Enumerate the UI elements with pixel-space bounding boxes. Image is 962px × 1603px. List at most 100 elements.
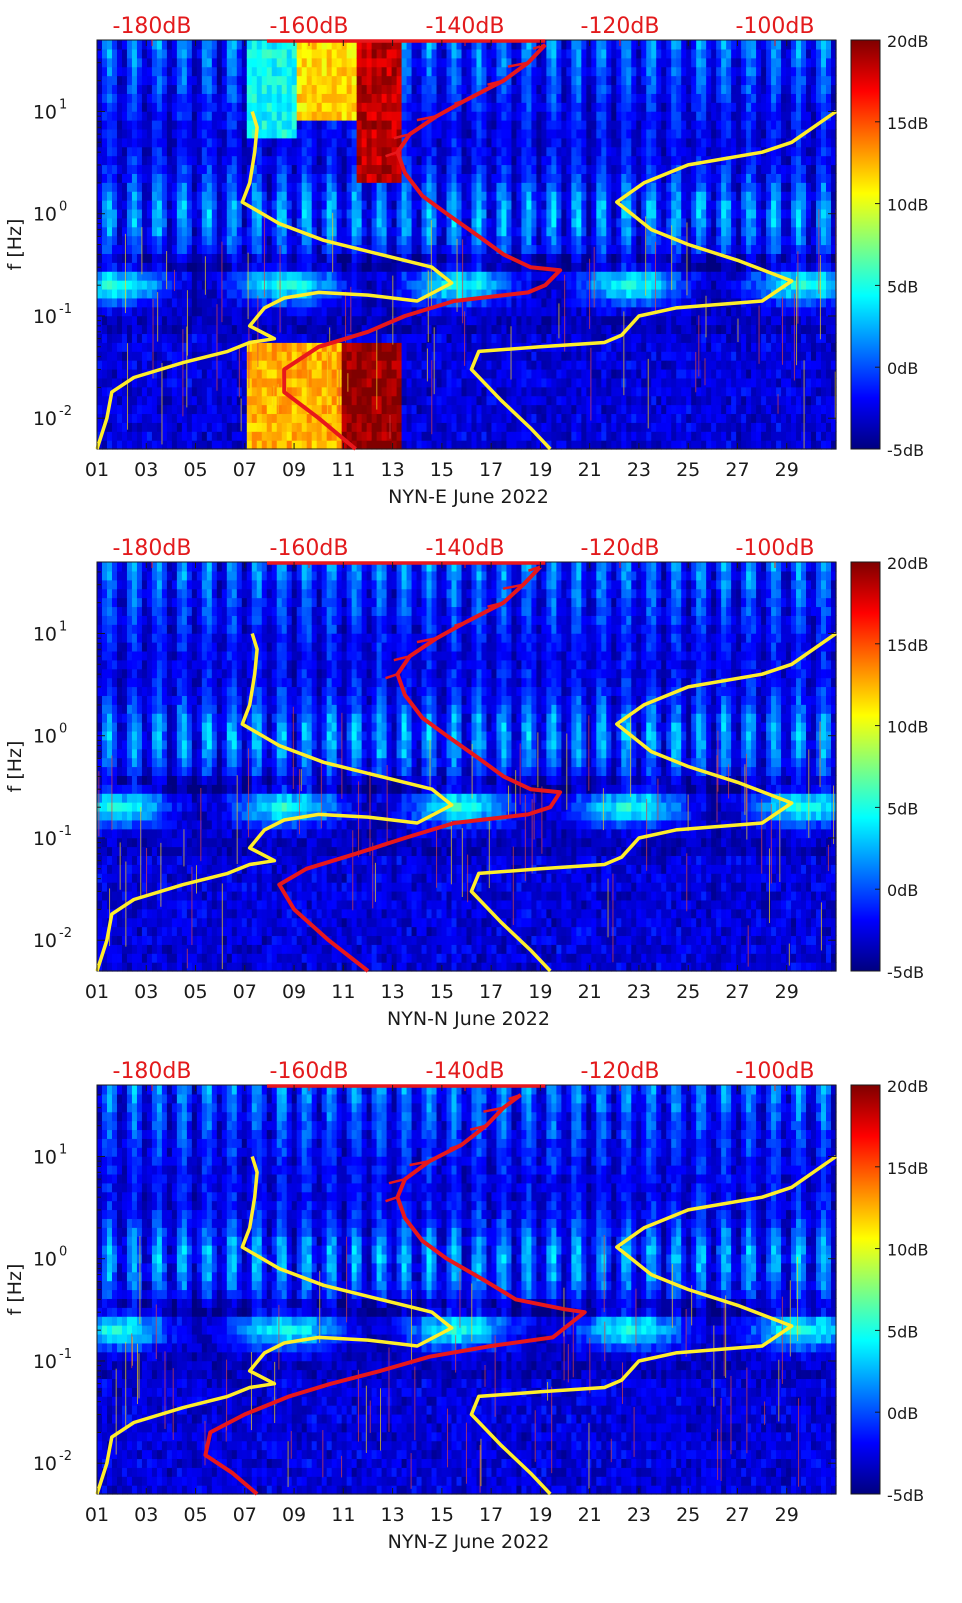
spectrogram-cell	[312, 218, 318, 227]
spectrogram-cell	[102, 200, 108, 209]
spectrogram-cell	[207, 360, 213, 369]
spectrogram-cell	[262, 200, 268, 209]
spectrogram-cell	[102, 138, 108, 147]
spectrogram-cell	[312, 378, 318, 387]
spectrogram-cell	[262, 405, 268, 414]
spectrogram-cell	[167, 413, 173, 422]
spectrogram-cell	[277, 67, 283, 76]
spectrogram-cell	[262, 413, 268, 422]
spectrogram-cell	[127, 262, 133, 271]
spectrogram-cell	[257, 262, 263, 271]
spectrogram-cell	[267, 289, 273, 298]
spectrogram-cell	[107, 245, 113, 254]
spectrogram-cell	[192, 422, 198, 431]
spectrogram-cell	[177, 413, 183, 422]
spectrogram-cell	[277, 387, 283, 396]
spectrogram-cell	[187, 422, 193, 431]
spectrogram-cell	[247, 76, 253, 85]
spectrogram-cell	[317, 182, 323, 191]
spectrogram-cell	[132, 307, 138, 316]
spectrogram-cell	[297, 378, 303, 387]
spectrogram-cell	[142, 138, 148, 147]
spectrogram-cell	[112, 262, 118, 271]
spectrogram-cell	[242, 298, 248, 307]
spectrogram-cell	[202, 120, 208, 129]
spectrogram-cell	[257, 413, 263, 422]
spectrogram-cell	[147, 173, 153, 182]
spectrogram-cell	[157, 93, 163, 102]
spectrogram-cell	[187, 209, 193, 218]
spectrogram-cell	[97, 298, 103, 307]
spectrogram-cell	[187, 76, 193, 85]
spectrogram-cell	[107, 351, 113, 360]
spectrogram-cell	[197, 138, 203, 147]
spectrogram-cell	[112, 236, 118, 245]
spectrogram-cell	[232, 262, 238, 271]
spectrogram-cell	[112, 129, 118, 138]
spectrogram-cell	[247, 351, 253, 360]
spectrogram-cell	[127, 102, 133, 111]
spectrogram-cell	[117, 102, 123, 111]
spectrogram-cell	[177, 227, 183, 236]
spectrogram-cell	[227, 378, 233, 387]
spectrogram-cell	[177, 245, 183, 254]
spectrogram-cell	[132, 440, 138, 449]
spectrogram-cell	[177, 120, 183, 129]
spectrogram-cell	[302, 245, 308, 254]
spectrogram-cell	[272, 342, 278, 351]
spectrogram-cell	[237, 227, 243, 236]
spectrogram-cell	[317, 262, 323, 271]
spectrogram-cell	[282, 129, 288, 138]
spectrogram-cell	[307, 164, 313, 173]
spectrogram-cell	[172, 147, 178, 156]
spectrogram-cell	[217, 387, 223, 396]
spectrogram-cell	[117, 76, 123, 85]
spectrogram-cell	[182, 253, 188, 262]
spectrogram-cell	[107, 147, 113, 156]
spectrogram-cell	[247, 236, 253, 245]
spectrogram-cell	[112, 378, 118, 387]
spectrogram-cell	[207, 58, 213, 67]
spectrogram-cell	[142, 147, 148, 156]
spectrogram-cell	[317, 209, 323, 218]
spectrogram-cell	[317, 280, 323, 289]
spectrogram-cell	[167, 200, 173, 209]
spectrogram-cell	[292, 138, 298, 147]
spectrogram-cell	[272, 289, 278, 298]
spectrogram-cell	[147, 200, 153, 209]
spectrogram-cell	[147, 209, 153, 218]
spectrogram-cell	[152, 262, 158, 271]
spectrogram-cell	[192, 102, 198, 111]
spectrogram-cell	[102, 253, 108, 262]
spectrogram-cell	[152, 422, 158, 431]
spectrogram-cell	[292, 431, 298, 440]
spectrogram-cell	[167, 351, 173, 360]
spectrogram-cell	[267, 102, 273, 111]
spectrogram-cell	[97, 227, 103, 236]
spectrogram-cell	[197, 333, 203, 342]
spectrogram-cell	[177, 253, 183, 262]
spectrogram-cell	[207, 84, 213, 93]
spectrogram-cell	[222, 120, 228, 129]
spectrogram-cell	[202, 378, 208, 387]
spectrogram-cell	[297, 369, 303, 378]
spectrogram-cell	[207, 369, 213, 378]
spectrogram-cell	[317, 405, 323, 414]
spectrogram-cell	[242, 405, 248, 414]
spectrogram-cell	[192, 218, 198, 227]
spectrogram-cell	[187, 93, 193, 102]
spectrogram-cell	[222, 182, 228, 191]
spectrogram-cell	[147, 138, 153, 147]
spectrogram-cell	[192, 173, 198, 182]
spectrogram-cell	[267, 58, 273, 67]
spectrogram-cell	[307, 67, 313, 76]
spectrogram-cell	[217, 333, 223, 342]
spectrogram-cell	[192, 227, 198, 236]
spectrogram-cell	[212, 236, 218, 245]
spectrogram-cell	[282, 280, 288, 289]
spectrogram-cell	[247, 67, 253, 76]
spectrogram-cell	[302, 369, 308, 378]
spectrogram-cell	[287, 129, 293, 138]
spectrogram-cell	[222, 245, 228, 254]
